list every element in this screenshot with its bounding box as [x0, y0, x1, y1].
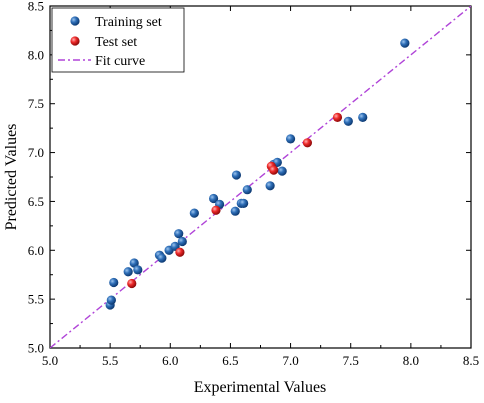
- x-tick-label: 8.0: [403, 353, 419, 368]
- y-tick-label: 5.0: [28, 341, 44, 356]
- training-point: [133, 265, 143, 275]
- training-point: [277, 166, 287, 176]
- legend-label-test: Test set: [95, 35, 137, 50]
- y-tick-label: 7.0: [28, 145, 44, 160]
- scatter-points: [105, 38, 410, 310]
- legend: Training set Test set Fit curve: [51, 7, 185, 73]
- x-tick-label: 5.5: [102, 353, 118, 368]
- fit-curve-series: [50, 6, 471, 348]
- y-tick-label: 5.5: [28, 292, 44, 307]
- training-point: [265, 181, 275, 191]
- training-point: [208, 193, 219, 204]
- test-point: [211, 205, 221, 215]
- test-point: [332, 112, 343, 122]
- training-point: [174, 229, 184, 239]
- legend-marker-test: [70, 36, 80, 46]
- test-point: [175, 247, 185, 257]
- x-tick-label: 7.0: [282, 353, 298, 368]
- y-tick-label: 6.0: [28, 243, 44, 258]
- training-point: [358, 112, 368, 122]
- x-tick-label: 6.0: [162, 353, 178, 368]
- test-point: [302, 138, 313, 148]
- test-point: [269, 165, 279, 175]
- training-point: [231, 170, 242, 180]
- training-point: [239, 198, 249, 208]
- training-point: [400, 38, 410, 48]
- training-point: [157, 253, 167, 263]
- x-tick-label: 6.5: [222, 353, 238, 368]
- training-point: [189, 208, 199, 218]
- fit-curve-line: [50, 6, 471, 348]
- x-tick-label: 8.5: [463, 353, 479, 368]
- training-point: [242, 185, 252, 195]
- training-point: [343, 116, 353, 126]
- legend-label-training: Training set: [95, 15, 162, 30]
- legend-label-fit: Fit curve: [95, 54, 145, 69]
- x-tick-label: 7.5: [343, 353, 359, 368]
- training-point: [106, 295, 116, 305]
- y-axis-label: Predicted Values: [3, 124, 20, 231]
- training-point: [123, 267, 133, 277]
- y-tick-label: 6.5: [28, 194, 44, 209]
- x-axis-label: Experimental Values: [194, 379, 327, 396]
- training-point: [285, 134, 296, 144]
- y-tick-label: 7.5: [28, 96, 44, 111]
- training-point: [230, 206, 240, 216]
- y-tick-labels: 5.0 5.5 6.0 6.5 7.0 7.5 8.0 8.5: [28, 0, 44, 356]
- legend-marker-training: [70, 16, 80, 26]
- training-point: [109, 277, 119, 288]
- training-point: [177, 236, 187, 247]
- x-tick-label: 5.0: [42, 353, 58, 368]
- x-tick-labels: 5.0 5.5 6.0 6.5 7.0 7.5 8.0 8.5: [42, 353, 479, 368]
- training-point: [129, 258, 139, 268]
- y-tick-label: 8.5: [28, 0, 44, 14]
- test-point: [127, 278, 137, 289]
- y-tick-label: 8.0: [28, 47, 44, 62]
